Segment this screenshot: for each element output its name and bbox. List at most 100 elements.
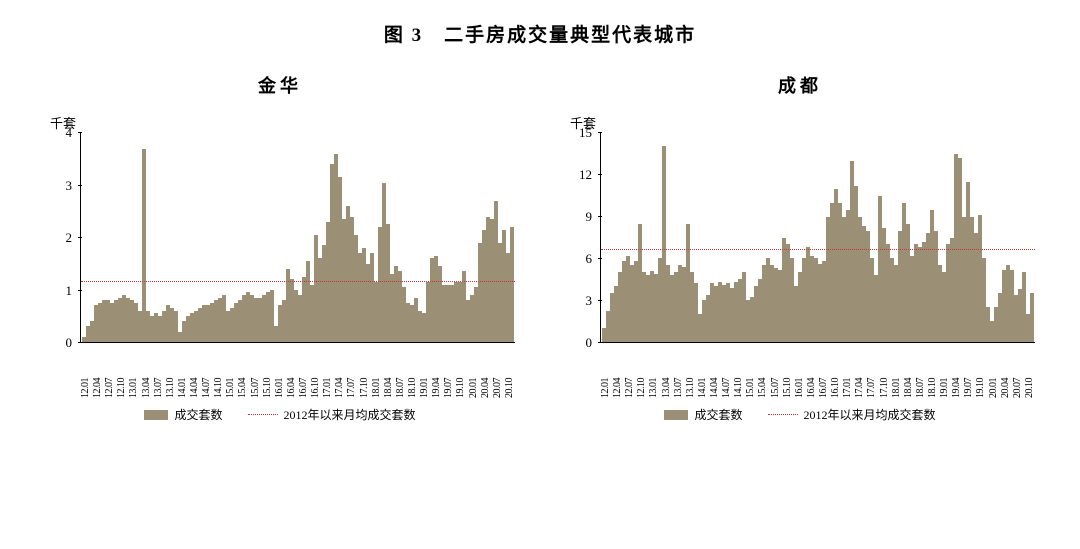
bar (862, 226, 865, 342)
bar (874, 275, 877, 342)
bar (418, 311, 421, 342)
xtick-label: 13.07 (673, 343, 684, 398)
bar (130, 300, 133, 342)
chart-area: 千套 03691215 12.0112.0412.0712.1013.0113.… (555, 118, 1045, 398)
bar (910, 256, 913, 342)
xtick-label: 16.07 (818, 343, 829, 398)
bar (718, 282, 721, 342)
xtick-label: 14.01 (697, 343, 708, 398)
ytick-label: 3 (66, 178, 73, 194)
xtick-label: 17.01 (842, 343, 853, 398)
bar (86, 326, 89, 342)
bar (498, 243, 501, 342)
bar (938, 265, 941, 342)
bar (82, 337, 85, 342)
bar (634, 261, 637, 342)
xtick-label: 13.04 (141, 343, 152, 398)
bar (730, 288, 733, 342)
legend-item-bar: 成交套数 (144, 406, 222, 423)
bar (126, 298, 129, 342)
bar (462, 271, 465, 342)
xtick-label: 19.07 (443, 343, 454, 398)
ytick-label: 0 (586, 335, 593, 351)
xtick-label: 13.04 (661, 343, 672, 398)
legend-bar-label: 成交套数 (694, 406, 742, 423)
xtick-label: 17.07 (866, 343, 877, 398)
legend-line-label: 2012年以来月均成交套数 (284, 406, 416, 423)
bar (362, 248, 365, 342)
plot-region (600, 133, 1035, 343)
legend-line-label: 2012年以来月均成交套数 (804, 406, 936, 423)
xtick-label: 15.10 (782, 343, 793, 398)
bar (218, 298, 221, 342)
bar (106, 300, 109, 342)
xtick-label: 15.04 (757, 343, 768, 398)
bar (250, 295, 253, 342)
bar (710, 283, 713, 342)
bar (506, 253, 509, 342)
bar (442, 285, 445, 342)
bar (502, 230, 505, 342)
bar (682, 267, 685, 342)
bar (234, 303, 237, 342)
bar (902, 203, 905, 342)
bar (166, 305, 169, 342)
bar (866, 231, 869, 342)
bar (930, 210, 933, 342)
avg-line (601, 249, 1035, 250)
bar (602, 328, 605, 342)
bar (714, 286, 717, 342)
legend-item-bar: 成交套数 (664, 406, 742, 423)
xtick-label: 13.07 (153, 343, 164, 398)
bar (206, 305, 209, 342)
bar (814, 258, 817, 342)
bar (774, 268, 777, 342)
bar (114, 300, 117, 342)
xtick-label: 20.10 (1024, 343, 1035, 398)
xtick-label: 12.01 (80, 343, 91, 398)
xtick-label: 20.01 (468, 343, 479, 398)
bar (990, 321, 993, 342)
bar (406, 303, 409, 342)
chart-panel-chengdu: 成都 千套 03691215 12.0112.0412.0712.1013.01… (555, 72, 1045, 423)
xtick-label: 18.07 (915, 343, 926, 398)
xtick-label: 15.01 (745, 343, 756, 398)
bar (906, 224, 909, 342)
bar (830, 203, 833, 342)
bar (122, 295, 125, 342)
bar (382, 183, 385, 342)
bar (1030, 293, 1033, 342)
bar (330, 164, 333, 342)
bar (298, 295, 301, 342)
xtick-label: 20.01 (988, 343, 999, 398)
bar (474, 287, 477, 342)
bar (638, 224, 641, 342)
bar (210, 303, 213, 342)
bar (734, 282, 737, 342)
ytick-label: 6 (586, 251, 593, 267)
bar (254, 298, 257, 342)
bar (922, 242, 925, 342)
xtick-label: 15.07 (250, 343, 261, 398)
xtick-label: 20.10 (504, 343, 515, 398)
bar (162, 311, 165, 342)
bar (890, 258, 893, 342)
bar (314, 235, 317, 342)
bar (402, 287, 405, 342)
bar (426, 282, 429, 342)
bar (242, 295, 245, 342)
xtick-label: 16.01 (274, 343, 285, 398)
bar (834, 189, 837, 342)
bar (366, 264, 369, 342)
bar (374, 282, 377, 342)
bar (882, 228, 885, 342)
bar (778, 270, 781, 342)
legend-item-line: 2012年以来月均成交套数 (768, 406, 936, 423)
bar (334, 154, 337, 342)
xaxis-labels: 12.0112.0412.0712.1013.0113.0413.0713.10… (600, 343, 1035, 398)
bar (662, 146, 665, 342)
bar (950, 238, 953, 343)
legend-line-icon (248, 414, 278, 415)
bar (182, 321, 185, 342)
bar (822, 261, 825, 342)
